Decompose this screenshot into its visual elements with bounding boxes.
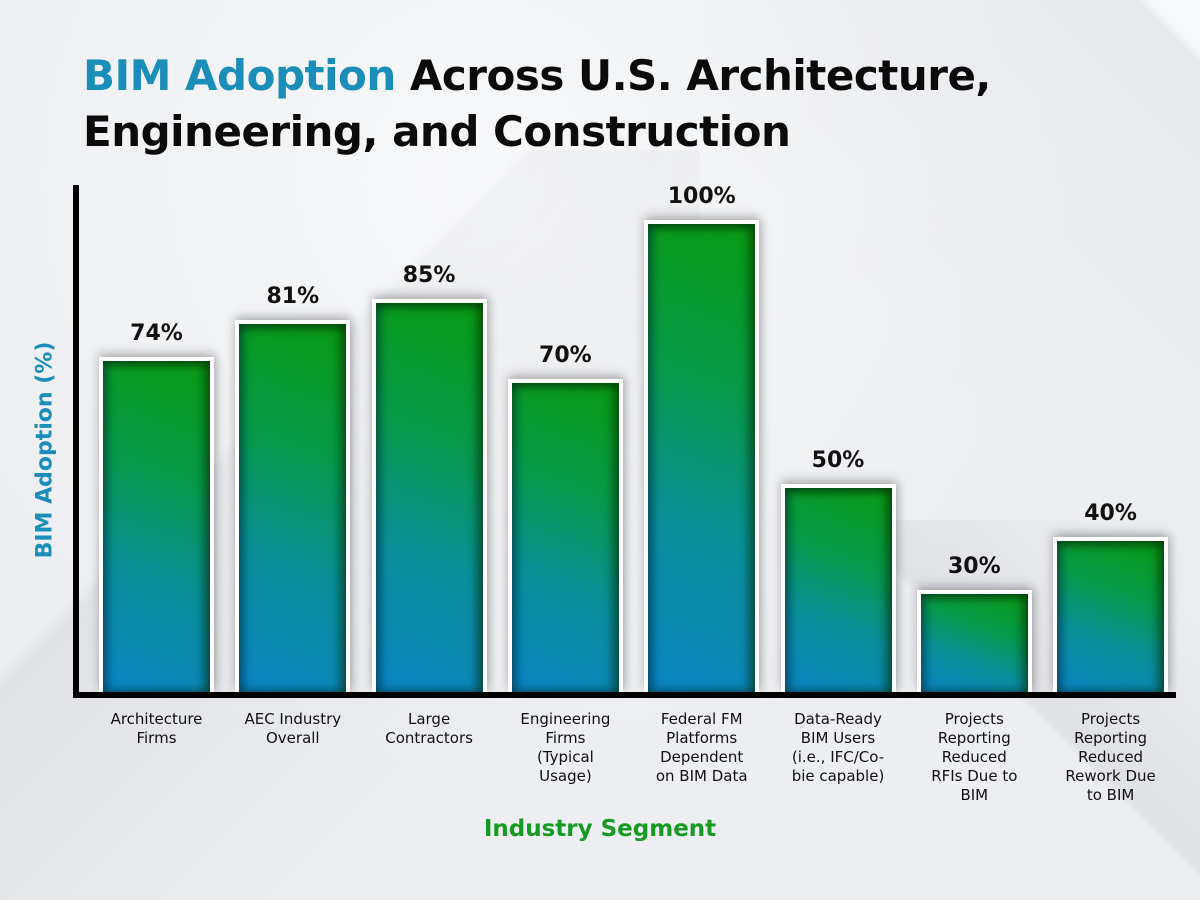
bar: [507, 378, 623, 692]
bar-fill: [784, 488, 892, 692]
bar-fill: [239, 324, 347, 692]
data-label: 70%: [539, 342, 592, 368]
bar: [99, 357, 214, 692]
data-label: 40%: [1084, 501, 1137, 527]
bar: [916, 590, 1032, 692]
bar-fill: [920, 594, 1028, 692]
x-tick-label: AEC Industry Overall: [244, 710, 342, 747]
data-label: 50%: [811, 448, 865, 474]
x-axis-label: Industry Segment: [483, 816, 717, 842]
bar-fill: [375, 303, 483, 692]
x-tick-label: Projects Reporting Reduced Rework Due to…: [1065, 710, 1156, 804]
bar: [780, 484, 896, 692]
data-label: 30%: [947, 554, 1001, 579]
x-axis-line: [73, 692, 1176, 698]
x-tick-label: Architecture Firms: [110, 710, 203, 747]
bar: [235, 320, 351, 692]
data-label: 74%: [130, 321, 183, 347]
bar-fill: [103, 361, 210, 692]
chart-title: BIM Adoption Across U.S. Architecture, E…: [83, 48, 1163, 160]
data-label: 85%: [402, 263, 456, 289]
chart-title-rest: Across U.S. Architecture, Engineering, a…: [83, 51, 991, 156]
x-tick-label: Data-Ready BIM Users (i.e., IFC/Co- bie …: [791, 710, 885, 785]
bar: [371, 299, 487, 692]
data-label: 81%: [266, 284, 320, 310]
bar-fill: [511, 382, 619, 692]
bar-fill: [648, 224, 756, 692]
x-tick-label: Projects Reporting Reduced RFIs Due to B…: [931, 710, 1018, 804]
bar: [1053, 537, 1169, 692]
chart-title-accent: BIM Adoption: [83, 51, 396, 100]
x-tick-label: Engineering Firms (Typical Usage): [520, 710, 611, 785]
bar-fill: [1057, 541, 1165, 692]
data-label: 100%: [667, 184, 736, 209]
x-tick-label: Large Contractors: [385, 710, 473, 747]
x-tick-label: Federal FM Platforms Dependent on BIM Da…: [655, 710, 748, 785]
y-axis-line: [73, 185, 79, 698]
bar: [644, 220, 760, 692]
